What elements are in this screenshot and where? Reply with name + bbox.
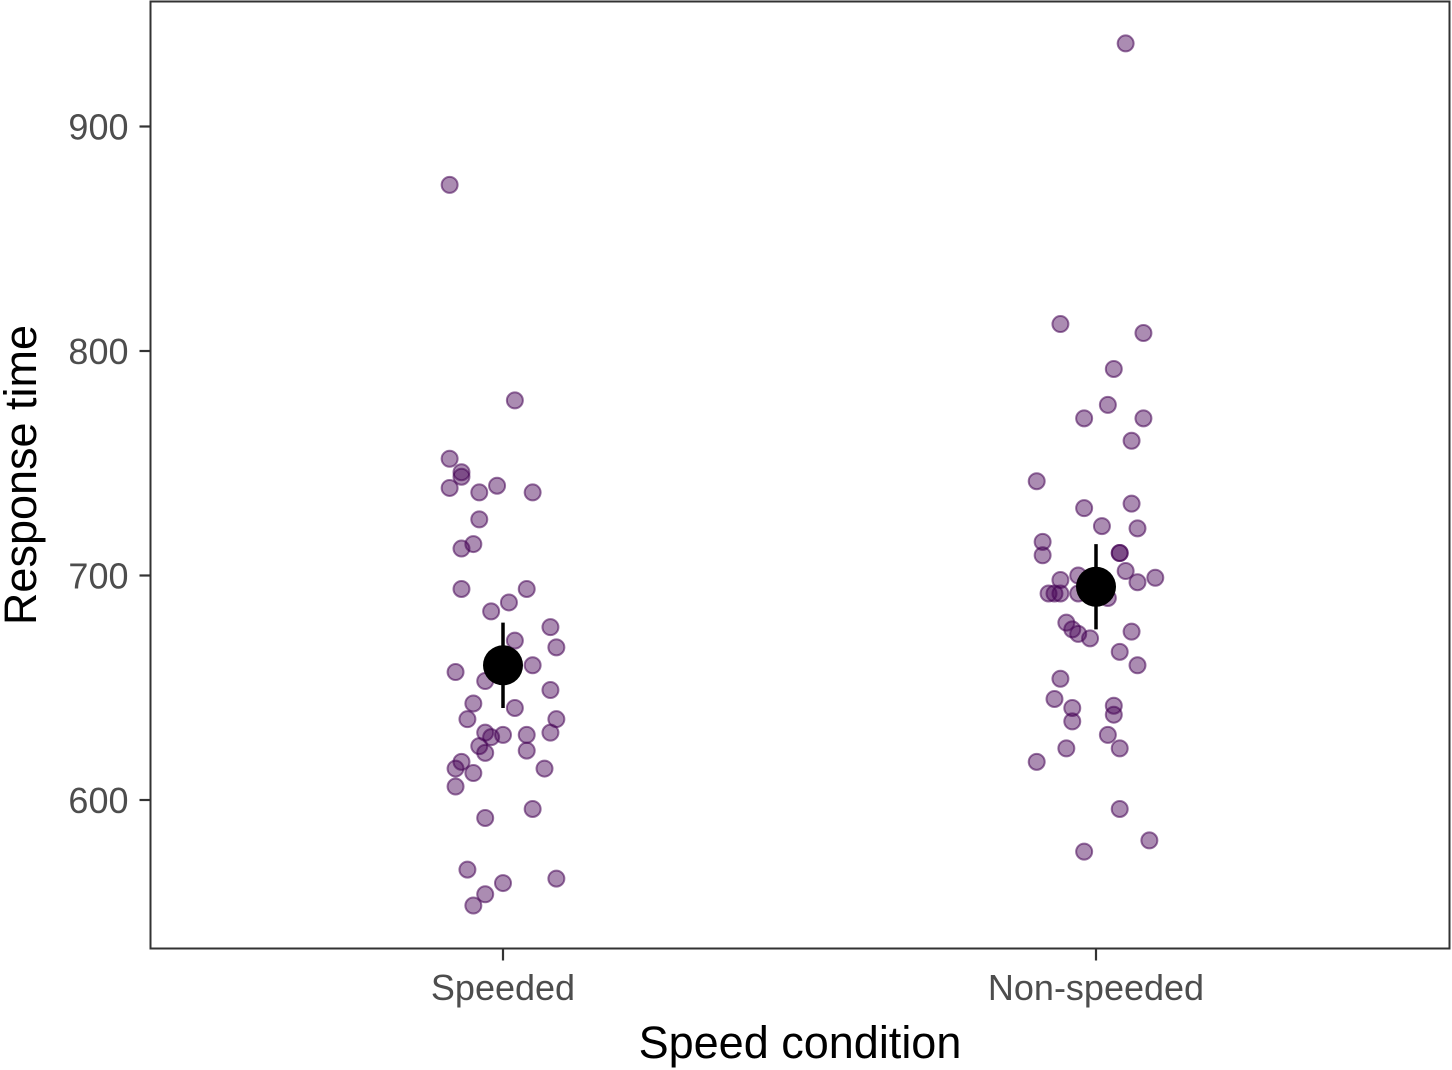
data-point [547,869,566,888]
data-point [446,663,465,682]
data-point [1098,395,1117,414]
data-point [523,656,542,675]
data-point [517,741,536,760]
data-point [1075,409,1094,428]
data-point [476,885,495,904]
data-point [464,896,483,915]
data-point [1140,831,1159,850]
data-point [446,759,465,778]
data-point [1039,584,1058,603]
data-point [440,449,459,468]
data-point [541,723,560,742]
data-point [1057,739,1076,758]
data-point [1146,568,1165,587]
data-point [488,476,507,495]
data-point [1122,622,1141,641]
data-point [1116,34,1135,53]
data-point [476,808,495,827]
data-point [1104,705,1123,724]
data-point [458,710,477,729]
data-point [1027,472,1046,491]
data-point [505,391,524,410]
y-tick-label: 900 [68,107,128,148]
data-point [1110,544,1129,563]
data-point [1075,499,1094,518]
data-point [1045,584,1064,603]
x-axis-title: Speed condition [639,1017,962,1068]
data-point [1092,517,1111,536]
data-point [482,728,501,747]
data-point [440,175,459,194]
mean-point [483,645,523,686]
data-point [535,759,554,778]
data-point [1051,669,1070,688]
data-point [1128,519,1147,538]
data-point [1110,642,1129,661]
data-point [523,483,542,502]
mean-point [1076,566,1116,607]
data-point [1128,573,1147,592]
x-tick-label: Speeded [431,967,575,1008]
data-point [452,463,471,482]
y-axis-title: Response time [0,325,46,625]
data-point [1128,656,1147,675]
data-point [464,694,483,713]
data-point [1104,359,1123,378]
data-point [440,478,459,497]
data-point [1122,431,1141,450]
data-point [470,510,489,529]
data-point [1110,739,1129,758]
data-point [505,698,524,717]
data-point [505,631,524,650]
data-point [1134,409,1153,428]
data-point [1027,752,1046,771]
y-tick-label: 600 [68,780,128,821]
data-point [446,777,465,796]
data-point [1116,562,1135,581]
data-point [1081,629,1100,648]
data-point [1045,689,1064,708]
data-point [452,579,471,598]
data-point [1134,324,1153,343]
data-point [452,467,471,486]
data-point [517,725,536,744]
data-point [541,618,560,637]
summary-layer [483,544,1116,708]
x-tick-label: Non-speeded [988,967,1204,1008]
y-tick-label: 700 [68,556,128,597]
data-point [1122,494,1141,513]
data-point [482,602,501,621]
data-point [458,860,477,879]
data-point [1033,532,1052,551]
data-point [1063,698,1082,717]
plot-panel [149,0,1451,950]
data-point [547,638,566,657]
data-point [464,764,483,783]
data-point [1033,546,1052,565]
data-point [1063,712,1082,731]
data-point [499,593,518,612]
y-axis: 600 700 800 900 [68,107,151,821]
y-tick-label: 800 [68,331,128,372]
data-point [470,483,489,502]
data-point [1075,842,1094,861]
data-point [517,579,536,598]
data-point [1051,315,1070,334]
data-point [1110,799,1129,818]
x-axis: Speeded Non-speeded [431,948,1204,1008]
data-point [464,535,483,554]
data-point [541,680,560,699]
data-point [1098,725,1117,744]
data-point [476,743,495,762]
data-point [523,799,542,818]
data-point [494,874,512,893]
